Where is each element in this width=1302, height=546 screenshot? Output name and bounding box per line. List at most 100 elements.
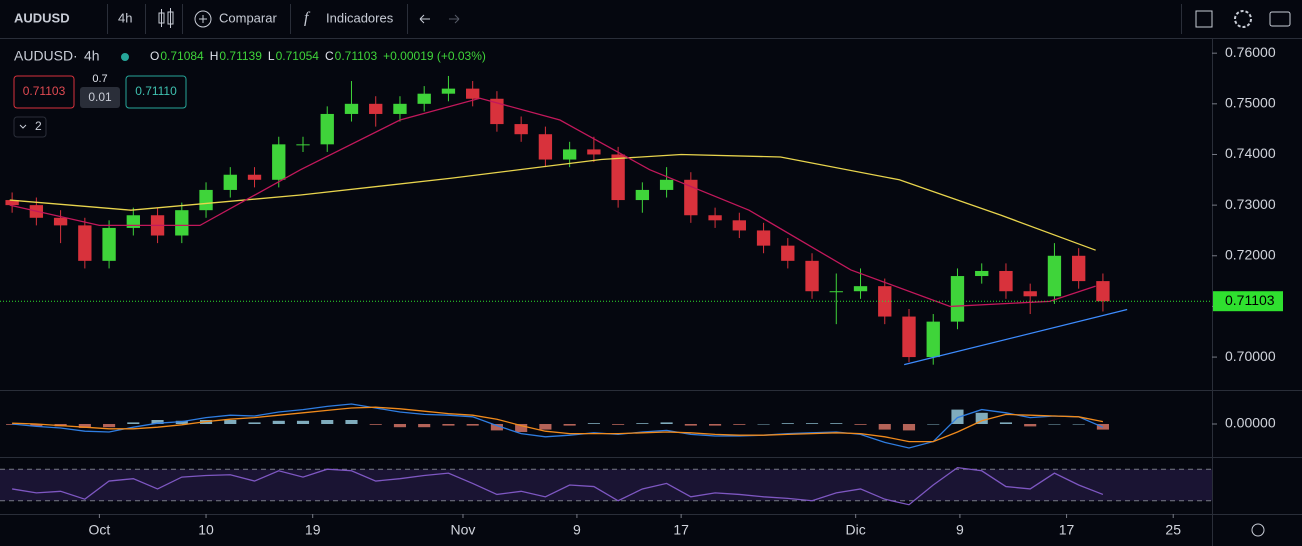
histogram-bar <box>805 423 819 424</box>
plot-area: 0.760000.750000.740000.730000.720000.710… <box>0 44 1283 538</box>
x-tick-label: 10 <box>198 522 214 538</box>
compare-button[interactable]: Comparar <box>194 10 277 28</box>
sell-button[interactable] <box>13 75 75 109</box>
buy-button[interactable] <box>125 75 187 109</box>
candle-body <box>684 179 698 216</box>
undo-button[interactable] <box>419 14 430 24</box>
legend-separator: · <box>73 48 78 64</box>
x-tick-label: Nov <box>451 522 476 538</box>
histogram-bar <box>103 424 116 428</box>
candle-body <box>732 220 746 231</box>
legend-key: C <box>325 49 334 63</box>
candle-body <box>1023 291 1037 297</box>
candle-body <box>78 225 92 261</box>
legend-symbol: AUDUSD <box>14 48 73 64</box>
interval-button[interactable]: 4h <box>118 10 132 25</box>
indicator-line <box>9 97 1096 308</box>
candle-body <box>878 286 892 317</box>
toolbar <box>0 0 1302 38</box>
candle-body <box>853 286 868 292</box>
histogram-bar <box>393 424 407 428</box>
candle-body <box>514 124 528 135</box>
legend-value: 0.71139 <box>219 49 262 63</box>
histogram-bar <box>490 424 503 431</box>
fullscreen-button[interactable] <box>1195 10 1213 28</box>
histogram-bar <box>539 424 552 430</box>
histogram-bar <box>151 420 164 424</box>
signal-line <box>12 406 1104 443</box>
legend: AUDUSD · 4h O 0.71084 H 0.71139 L 0.71054 C 0.7… <box>13 48 486 138</box>
x-tick-label: Oct <box>88 522 110 538</box>
candle-body <box>441 88 456 94</box>
candle-body <box>975 270 989 277</box>
candle-body <box>950 276 965 322</box>
histogram-bar <box>30 424 43 427</box>
redo-button[interactable] <box>449 14 460 24</box>
legend-interval: 4h <box>84 48 100 64</box>
candle-body <box>611 154 625 201</box>
candle-body <box>199 189 213 211</box>
legend-key: O <box>150 49 159 63</box>
candle-body <box>393 103 407 114</box>
y-tick-label: 0.70000 <box>1225 348 1276 364</box>
histogram-bar <box>854 424 867 425</box>
spread-box <box>80 87 120 108</box>
sell-price: 0.71103 <box>23 84 66 98</box>
histogram-bar <box>587 423 600 424</box>
histogram-bar <box>418 424 431 428</box>
y-tick-label: 0.76000 <box>1225 44 1276 60</box>
legend-change: +0.00019 (+0.03%) <box>383 49 486 63</box>
x-tick-label: 9 <box>956 522 964 538</box>
candle-body <box>247 174 262 180</box>
histogram-bar <box>999 422 1013 424</box>
candle-body <box>1072 255 1086 282</box>
svg-text:f: f <box>304 10 311 27</box>
snapshot-button[interactable] <box>1269 11 1291 27</box>
histogram-bar <box>1048 424 1061 425</box>
histogram-bar <box>927 424 940 425</box>
settings-button[interactable] <box>1234 10 1252 28</box>
legend-value: 0.71054 <box>276 49 320 63</box>
histogram-bar <box>781 423 794 424</box>
legend-key: H <box>210 49 219 63</box>
histogram-bar <box>272 420 285 424</box>
histogram-bar <box>733 424 746 425</box>
indicator-line <box>9 153 1096 251</box>
histogram-bar <box>248 422 261 424</box>
histogram-bar <box>466 424 479 426</box>
candle-body <box>902 316 916 358</box>
candle-body <box>369 103 383 114</box>
indicators-toggle[interactable] <box>13 116 47 138</box>
histogram-bar <box>1024 424 1037 427</box>
last-price-label: 0.71103 <box>1225 292 1275 308</box>
histogram-bar <box>78 424 91 428</box>
candle-body <box>999 270 1013 292</box>
histogram-bar <box>975 412 988 424</box>
chart-type-button[interactable] <box>158 8 174 28</box>
histogram-bar <box>636 423 649 424</box>
candle-body <box>659 179 674 190</box>
candle-body <box>272 144 286 180</box>
indicators-button[interactable]: f Indicadores <box>304 10 394 27</box>
candle-body <box>1096 281 1110 302</box>
x-tick-label: Dic <box>846 522 866 538</box>
candle-body <box>490 98 504 125</box>
candle-body <box>926 321 940 358</box>
x-tick-label: 19 <box>305 522 321 538</box>
legend-value: 0.71103 <box>335 49 378 63</box>
axis-settings[interactable] <box>1251 523 1265 537</box>
symbol-button[interactable]: AUDUSD <box>14 10 70 25</box>
histogram-bar <box>878 424 891 430</box>
histogram-bar <box>296 420 310 424</box>
indicator-count: 2 <box>35 119 42 133</box>
x-tick-label: 9 <box>573 522 581 538</box>
candle-body <box>466 88 480 99</box>
histogram-bar <box>127 422 140 424</box>
candle-body <box>538 134 553 160</box>
candle-body <box>102 227 116 261</box>
candle-body <box>296 144 310 146</box>
histogram-bar <box>369 424 382 425</box>
histogram-bar <box>757 424 770 425</box>
indicator-line <box>903 308 1128 366</box>
candle-body <box>781 245 795 261</box>
